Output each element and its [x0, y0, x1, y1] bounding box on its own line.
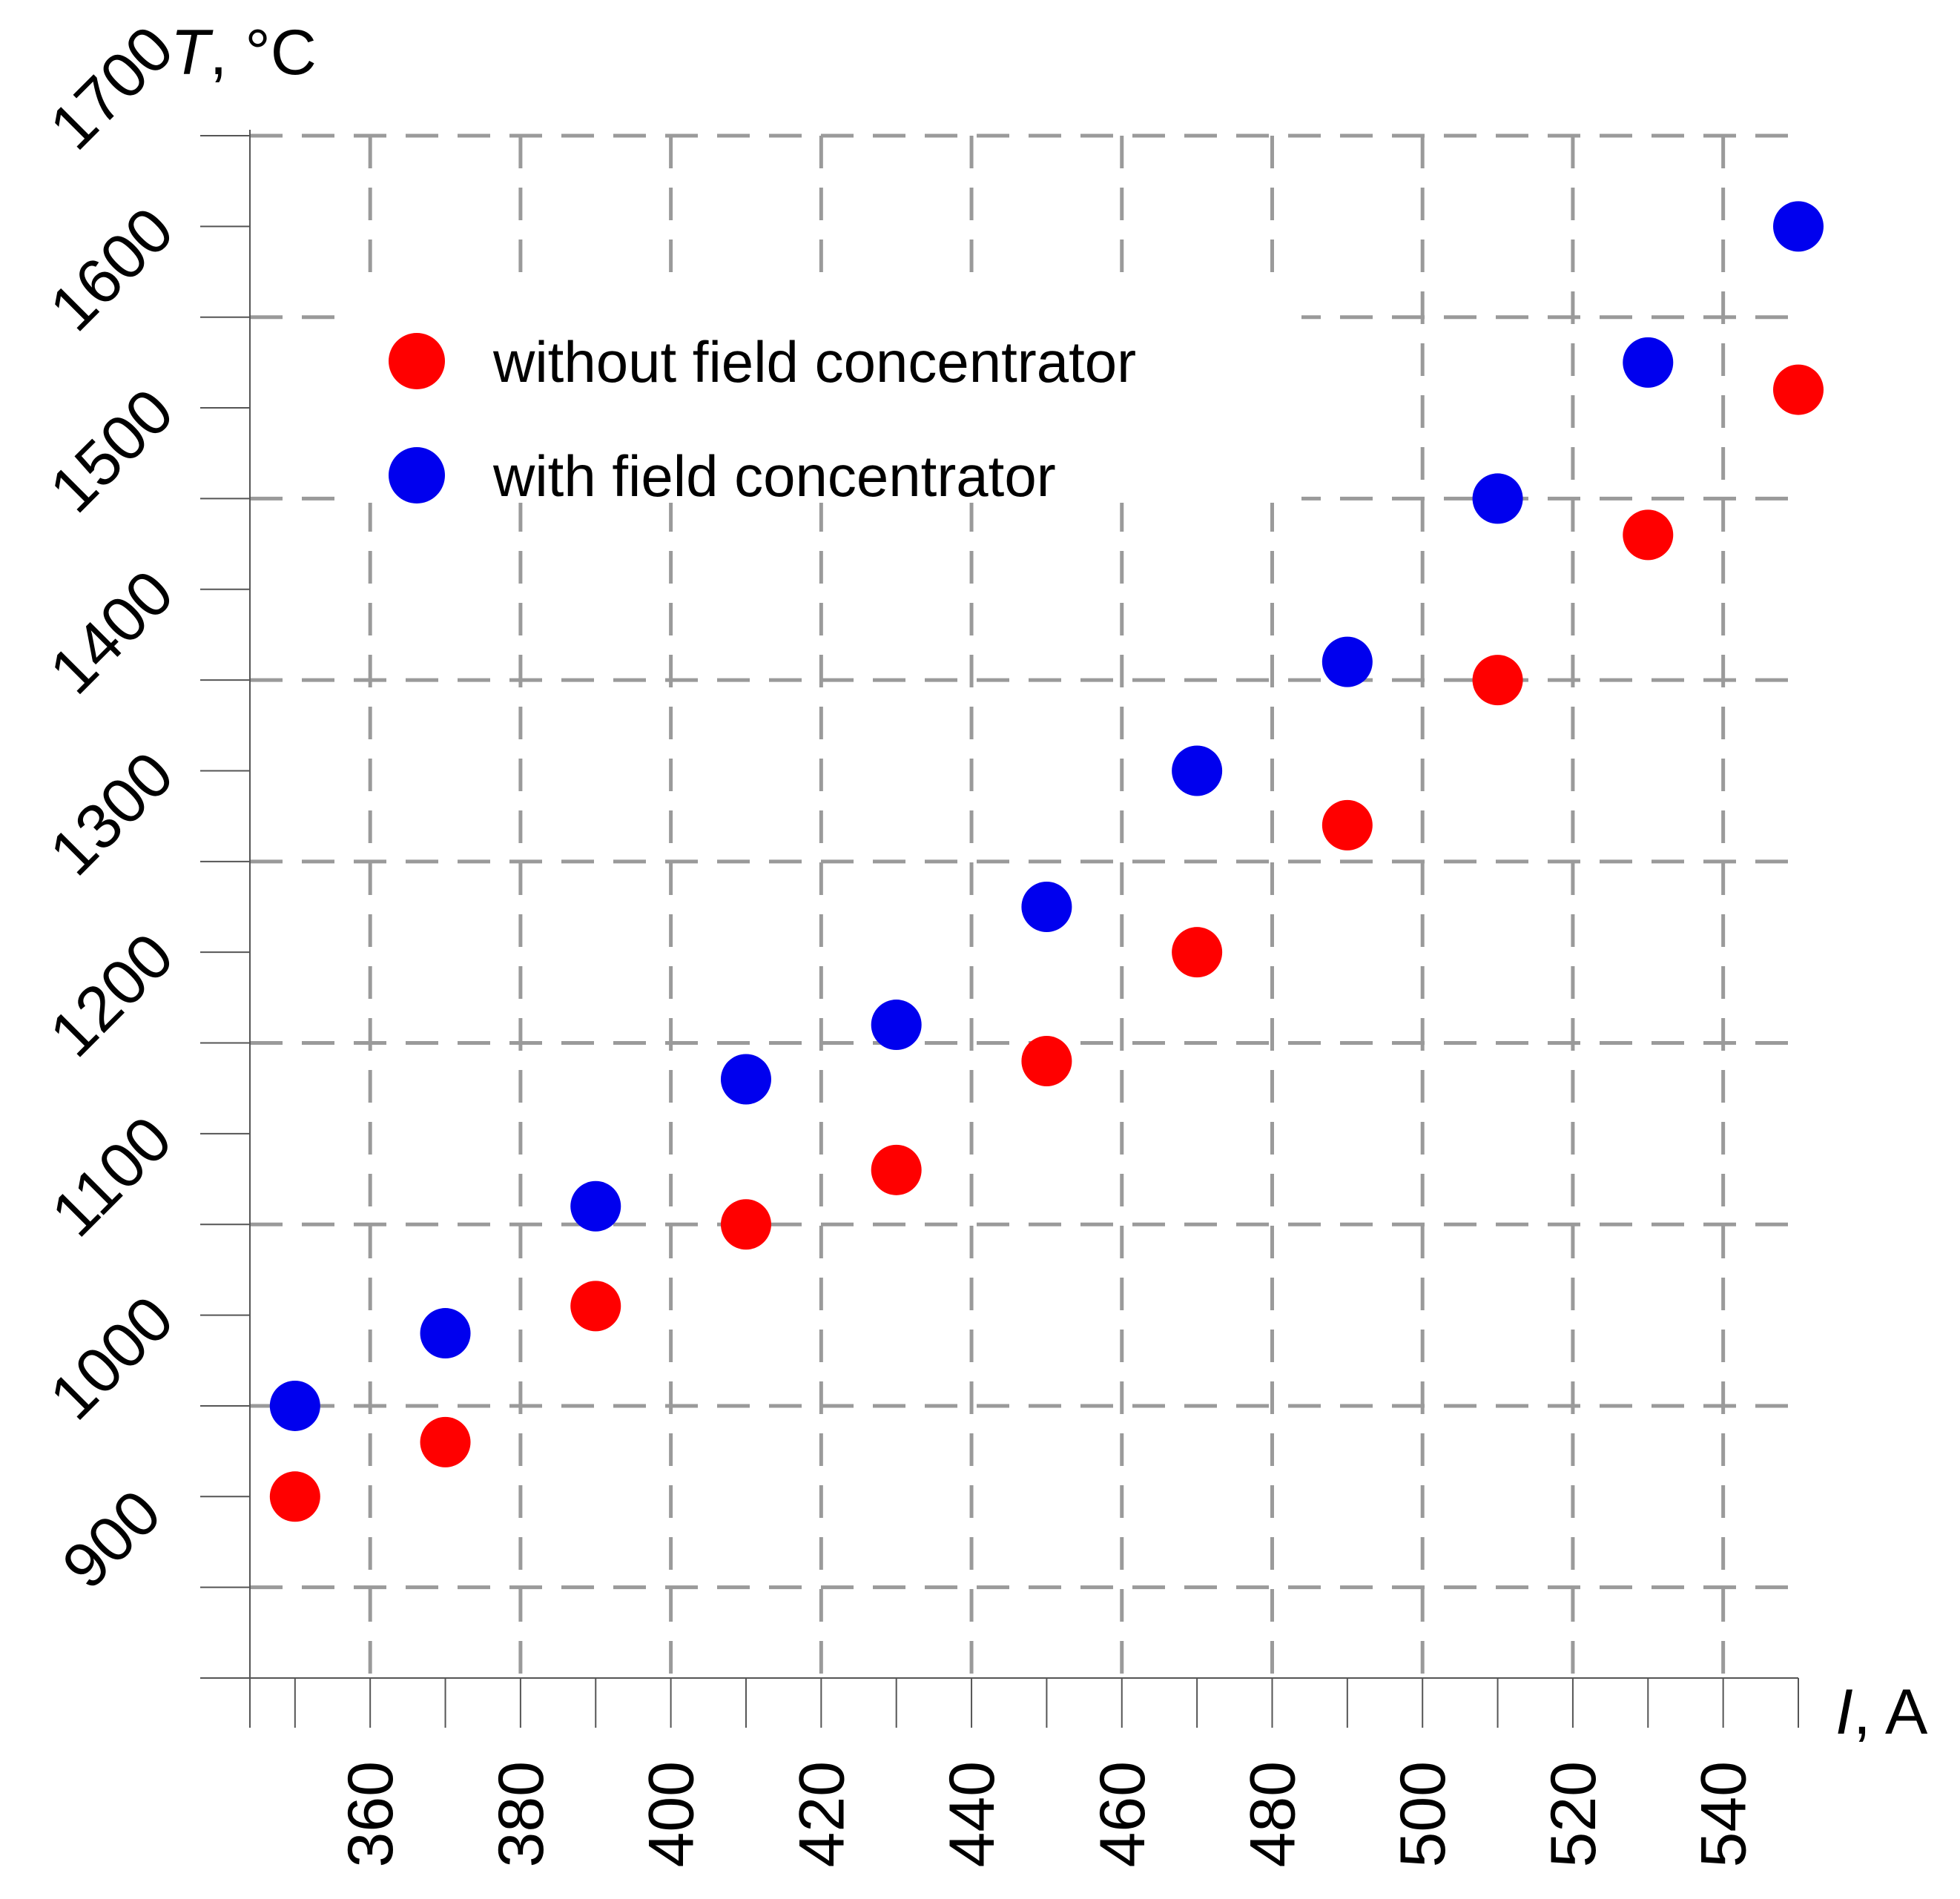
y-tick-label: 900: [49, 1477, 174, 1602]
data-point: [269, 1380, 320, 1431]
data-point: [720, 1199, 771, 1250]
data-point: [570, 1281, 621, 1332]
x-tick-label: 420: [786, 1761, 857, 1868]
data-point: [1021, 1036, 1072, 1086]
y-tick-label: 1500: [36, 375, 187, 526]
data-point: [269, 1471, 320, 1522]
y-axis-label: T, °C: [171, 17, 317, 88]
legend-marker: [389, 333, 445, 389]
axes: [200, 130, 1798, 1728]
data-point: [871, 1144, 922, 1195]
y-tick-label: 1100: [38, 1103, 185, 1250]
data-point: [1321, 636, 1373, 687]
data-point: [1623, 509, 1674, 561]
data-point: [1773, 364, 1824, 415]
legend-label: with field concentrator: [492, 443, 1056, 509]
data-point: [1321, 799, 1373, 851]
y-tick-label: 1000: [36, 1283, 187, 1433]
y-tick-label: 1600: [36, 194, 187, 345]
data-point: [1472, 473, 1523, 524]
x-tick-label: 440: [937, 1761, 1008, 1868]
data-point: [1172, 745, 1223, 796]
y-tick-label: 1400: [36, 557, 187, 707]
x-tick-label: 540: [1689, 1761, 1760, 1868]
data-point: [1021, 882, 1072, 932]
legend-marker: [389, 447, 445, 503]
data-point: [1623, 337, 1674, 388]
y-axis-unit: , °C: [210, 17, 317, 88]
data-point: [720, 1054, 771, 1105]
y-axis-ticks: 900 1000 1100 1200 1300 1400 1500 1600 1700: [36, 13, 250, 1602]
x-tick-label: 520: [1538, 1761, 1609, 1868]
data-point: [1172, 927, 1223, 978]
x-tick-label: 460: [1087, 1761, 1158, 1868]
legend-box: [345, 273, 1301, 503]
x-tick-label: 380: [486, 1761, 557, 1868]
x-tick-label: 360: [335, 1761, 406, 1868]
data-point: [1472, 655, 1523, 706]
data-point: [871, 1000, 922, 1051]
legend: without field concentrator with field con…: [389, 329, 1136, 509]
x-tick-label: 400: [636, 1761, 707, 1868]
x-axis-unit: , A: [1853, 1677, 1928, 1748]
legend-background: [345, 273, 1301, 503]
y-tick-label: 1200: [36, 920, 187, 1071]
y-tick-label: 1300: [36, 739, 187, 889]
x-tick-label: 480: [1237, 1761, 1308, 1868]
x-axis-ticks: 360 380 400 420 440 460 480 500 520 540: [294, 1678, 1799, 1868]
data-point: [420, 1416, 471, 1467]
data-point: [1773, 201, 1824, 252]
y-axis-variable: T: [171, 17, 214, 88]
x-tick-label: 500: [1387, 1761, 1459, 1868]
data-points: [269, 201, 1824, 1522]
data-point: [570, 1180, 621, 1232]
data-point: [420, 1308, 471, 1359]
x-axis-variable: I: [1835, 1677, 1853, 1748]
y-tick-label: 1700: [36, 13, 187, 163]
x-axis-label: I, A: [1835, 1677, 1928, 1748]
legend-label: without field concentrator: [492, 329, 1136, 394]
